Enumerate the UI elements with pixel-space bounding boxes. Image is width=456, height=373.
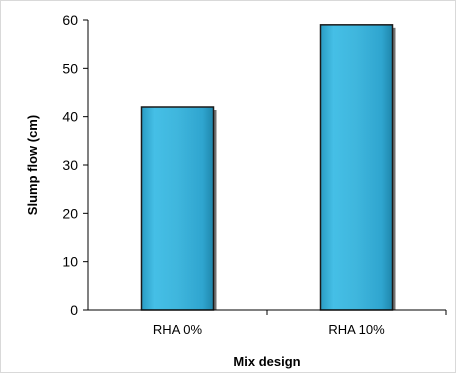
x-tick-label: RHA 0% bbox=[153, 322, 203, 337]
y-tick-label: 0 bbox=[70, 302, 78, 318]
x-tick-label: RHA 10% bbox=[328, 322, 385, 337]
y-axis-title: Slump flow (cm) bbox=[25, 115, 40, 215]
y-axis-ticks: 0 10 20 30 40 50 60 bbox=[62, 12, 88, 318]
y-tick-label: 20 bbox=[62, 205, 78, 221]
y-tick-label: 30 bbox=[62, 157, 78, 173]
x-axis-tick-labels: RHA 0% RHA 10% bbox=[153, 310, 447, 337]
bar-rha-0 bbox=[140, 106, 215, 311]
y-tick-label: 10 bbox=[62, 254, 78, 270]
x-axis-title: Mix design bbox=[233, 354, 300, 369]
y-tick-label: 60 bbox=[62, 12, 78, 28]
y-tick-label: 40 bbox=[62, 109, 78, 125]
y-tick-label: 50 bbox=[62, 60, 78, 76]
bars bbox=[140, 24, 396, 311]
bar-rha-10 bbox=[319, 24, 394, 311]
